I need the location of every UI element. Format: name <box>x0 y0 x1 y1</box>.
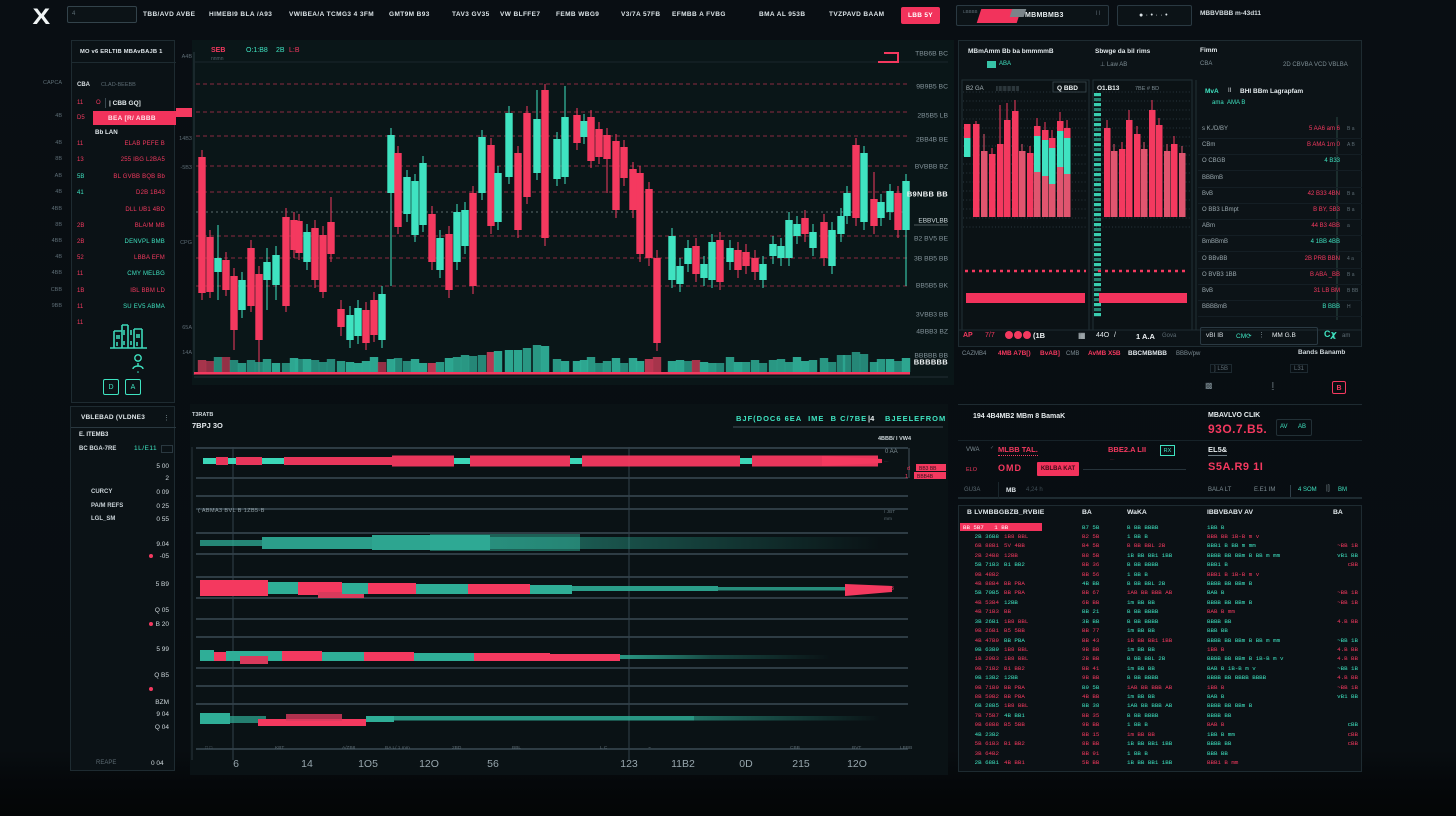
svg-text:4BBB3 BZ: 4BBB3 BZ <box>916 329 948 336</box>
svg-text:L C: L C <box>600 745 608 751</box>
svg-text:2B5B5 LB: 2B5B5 LB <box>917 113 948 120</box>
svg-text:1O5: 1O5 <box>358 758 378 770</box>
svg-text:nnmn: nnmn <box>211 56 224 62</box>
svg-text:12O: 12O <box>419 758 439 770</box>
svg-text:A/ZB8: A/ZB8 <box>342 745 356 751</box>
svg-text:BBB4B: BBB4B <box>917 474 934 480</box>
svg-text:123: 123 <box>620 758 638 770</box>
svg-text:EBBVLBB: EBBVLBB <box>918 218 948 225</box>
svg-text:I JBT: I JBT <box>884 509 895 515</box>
svg-text:□ □: □ □ <box>205 746 212 751</box>
svg-text:215: 215 <box>792 758 810 770</box>
svg-text:3VBB3 BB: 3VBB3 BB <box>916 312 949 319</box>
svg-text:BVT: BVT <box>852 745 861 751</box>
svg-text:56: 56 <box>487 758 499 770</box>
svg-text:BBBBB BB: BBBBB BB <box>914 353 948 360</box>
svg-text:6: 6 <box>233 758 239 770</box>
svg-text:BBBBBB: BBBBBB <box>914 358 949 367</box>
svg-text:BA L/ 1 mm: BA L/ 1 mm <box>385 745 410 751</box>
svg-text:Q BBD: Q BBD <box>1057 85 1078 92</box>
svg-text:~: ~ <box>648 746 651 751</box>
svg-text:2BD: 2BD <box>452 745 462 751</box>
svg-text:CBB: CBB <box>790 745 800 751</box>
svg-text:BVBBB BZ: BVBBB BZ <box>915 164 948 171</box>
svg-text:12O: 12O <box>847 758 867 770</box>
svg-text:2B: 2B <box>276 47 285 54</box>
svg-text:mm: mm <box>884 517 892 522</box>
svg-text:L:B: L:B <box>289 47 300 54</box>
svg-text:0 AA: 0 AA <box>885 449 898 455</box>
svg-text:2BB4B BE: 2BB4B BE <box>916 137 949 144</box>
svg-text:d: d <box>907 466 910 472</box>
svg-text:11B2: 11B2 <box>671 758 695 770</box>
svg-text:1: 1 <box>905 474 908 480</box>
svg-text:B2 BV5 BE: B2 BV5 BE <box>914 236 948 243</box>
svg-text:SEB: SEB <box>211 47 225 54</box>
svg-text:9B9B5 BC: 9B9B5 BC <box>916 84 948 91</box>
svg-text:3B BB5 BB: 3B BB5 BB <box>914 256 948 263</box>
svg-text:TBB6B BC: TBB6B BC <box>915 51 948 58</box>
svg-text:B2 GA: B2 GA <box>966 86 984 92</box>
svg-text:LBBB: LBBB <box>900 745 912 751</box>
svg-text:7BE # BD: 7BE # BD <box>1135 86 1159 92</box>
svg-text:BBL: BBL <box>512 745 521 751</box>
svg-text:||||||||||||||||||: |||||||||||||||||| <box>996 86 1019 92</box>
svg-text:P33: P33 <box>884 586 894 592</box>
svg-text:0D: 0D <box>739 758 753 770</box>
svg-text:....: .... <box>884 458 888 463</box>
svg-text:KBT: KBT <box>275 745 284 751</box>
svg-text:B9NBB BB: B9NBB BB <box>907 190 948 199</box>
svg-text:BB3 BB: BB3 BB <box>919 466 937 472</box>
svg-text:O1.B13: O1.B13 <box>1097 85 1120 92</box>
svg-text:14: 14 <box>301 758 313 770</box>
svg-text:O:1:B8: O:1:B8 <box>246 47 268 54</box>
svg-text:BB5B5 BK: BB5B5 BK <box>916 283 949 290</box>
